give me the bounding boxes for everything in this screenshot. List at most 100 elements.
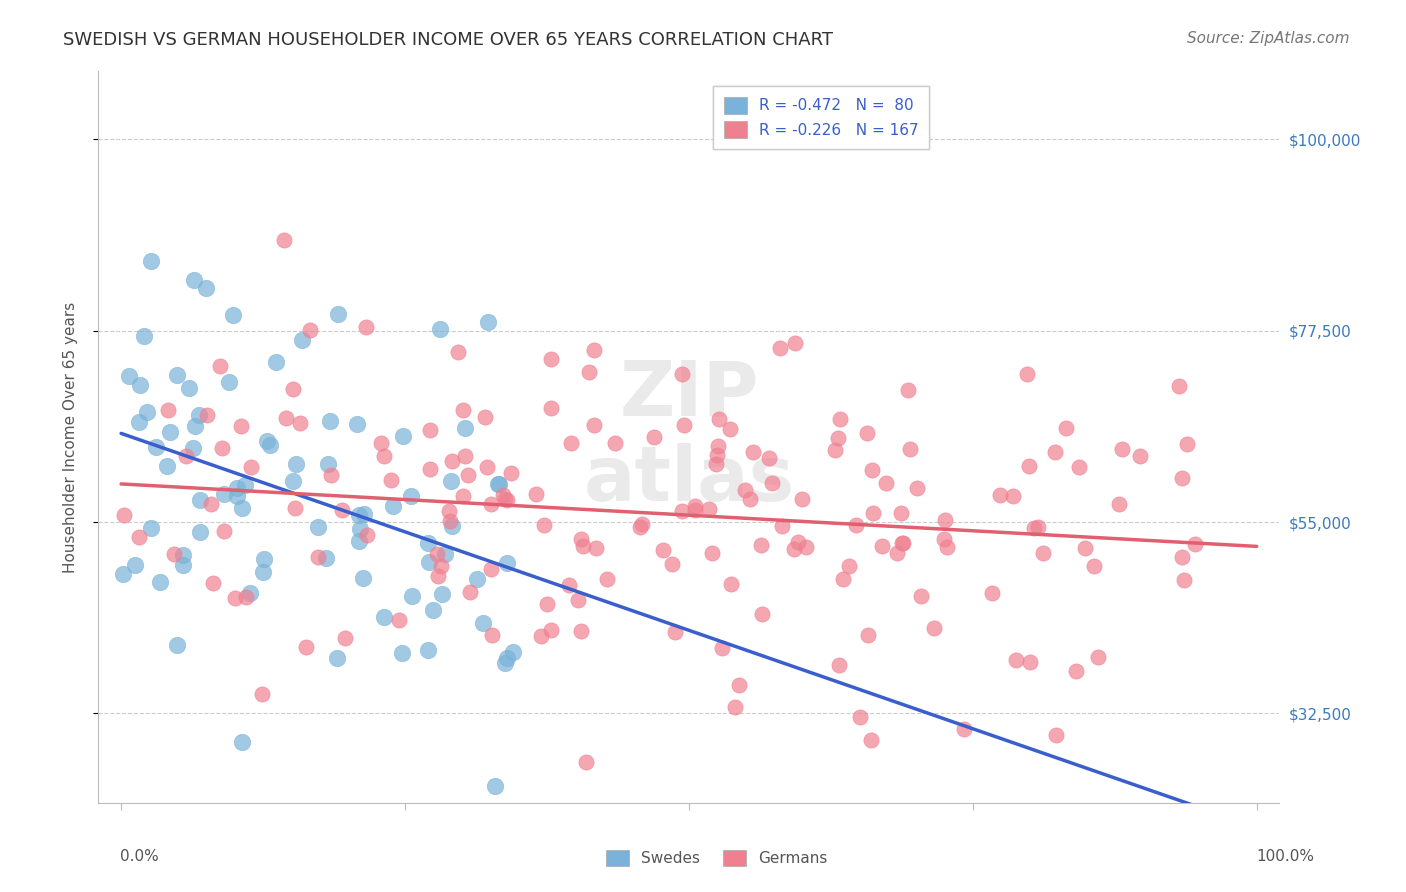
Point <box>1177 437 1199 451</box>
Point <box>128 377 150 392</box>
Point <box>922 621 945 635</box>
Point <box>567 593 589 607</box>
Point <box>288 416 311 430</box>
Point <box>225 489 247 503</box>
Point <box>454 421 477 435</box>
Point <box>856 425 879 440</box>
Point <box>276 411 298 425</box>
Point <box>256 434 278 448</box>
Point <box>1184 537 1206 551</box>
Point <box>426 547 449 561</box>
Point <box>1064 664 1087 678</box>
Point <box>890 536 912 550</box>
Point <box>557 578 579 592</box>
Point <box>447 345 470 359</box>
Point <box>664 625 686 640</box>
Point <box>285 458 308 472</box>
Point <box>672 418 695 433</box>
Point <box>898 442 921 457</box>
Point <box>481 628 503 642</box>
Point <box>1108 497 1130 511</box>
Point <box>347 508 370 522</box>
Point <box>294 640 316 655</box>
Point <box>572 539 595 553</box>
Point <box>569 533 592 547</box>
Point <box>201 575 224 590</box>
Point <box>239 586 262 600</box>
Point <box>281 474 304 488</box>
Point <box>264 355 287 369</box>
Point <box>382 499 405 513</box>
Point <box>769 341 792 355</box>
Point <box>401 589 423 603</box>
Point <box>1004 653 1026 667</box>
Point <box>465 572 488 586</box>
Point <box>785 335 807 350</box>
Point <box>166 368 188 382</box>
Point <box>172 558 194 572</box>
Point <box>492 488 515 502</box>
Point <box>195 408 218 422</box>
Point <box>328 307 350 321</box>
Point <box>352 571 374 585</box>
Point <box>231 418 253 433</box>
Point <box>891 536 914 550</box>
Point <box>318 414 340 428</box>
Point <box>824 442 846 457</box>
Point <box>596 572 619 586</box>
Point <box>333 631 356 645</box>
Point <box>373 610 395 624</box>
Point <box>174 449 197 463</box>
Point <box>418 555 440 569</box>
Point <box>1129 449 1152 463</box>
Point <box>453 489 475 503</box>
Point <box>346 417 368 431</box>
Point <box>231 500 253 515</box>
Text: SWEDISH VS GERMAN HOUSEHOLDER INCOME OVER 65 YEARS CORRELATION CHART: SWEDISH VS GERMAN HOUSEHOLDER INCOME OVE… <box>63 31 834 49</box>
Point <box>156 458 179 473</box>
Point <box>540 401 562 415</box>
Point <box>399 489 422 503</box>
Point <box>935 540 957 554</box>
Point <box>683 500 706 514</box>
Point <box>1001 489 1024 503</box>
Point <box>291 333 314 347</box>
Point <box>1171 549 1194 564</box>
Point <box>356 527 378 541</box>
Point <box>252 687 274 701</box>
Point <box>643 430 665 444</box>
Point <box>1032 546 1054 560</box>
Point <box>209 359 232 373</box>
Point <box>849 710 872 724</box>
Point <box>700 546 723 560</box>
Point <box>488 476 510 491</box>
Point <box>349 522 371 536</box>
Point <box>157 402 180 417</box>
Point <box>252 565 274 579</box>
Point <box>742 444 765 458</box>
Point <box>273 233 295 247</box>
Point <box>790 492 813 507</box>
Point <box>758 450 780 465</box>
Point <box>183 441 205 455</box>
Point <box>569 624 592 638</box>
Point <box>139 521 162 535</box>
Point <box>259 438 281 452</box>
Point <box>486 477 509 491</box>
Point <box>315 551 337 566</box>
Point <box>233 478 256 492</box>
Point <box>214 524 236 538</box>
Point <box>118 369 141 384</box>
Point <box>190 525 212 540</box>
Legend: R = -0.472   N =  80, R = -0.226   N = 167: R = -0.472 N = 80, R = -0.226 N = 167 <box>713 87 929 149</box>
Point <box>347 533 370 548</box>
Point <box>832 572 855 586</box>
Point <box>235 590 257 604</box>
Point <box>226 481 249 495</box>
Point <box>905 481 928 495</box>
Point <box>631 516 654 531</box>
Point <box>419 462 441 476</box>
Point <box>177 381 200 395</box>
Point <box>172 549 194 563</box>
Point <box>416 642 439 657</box>
